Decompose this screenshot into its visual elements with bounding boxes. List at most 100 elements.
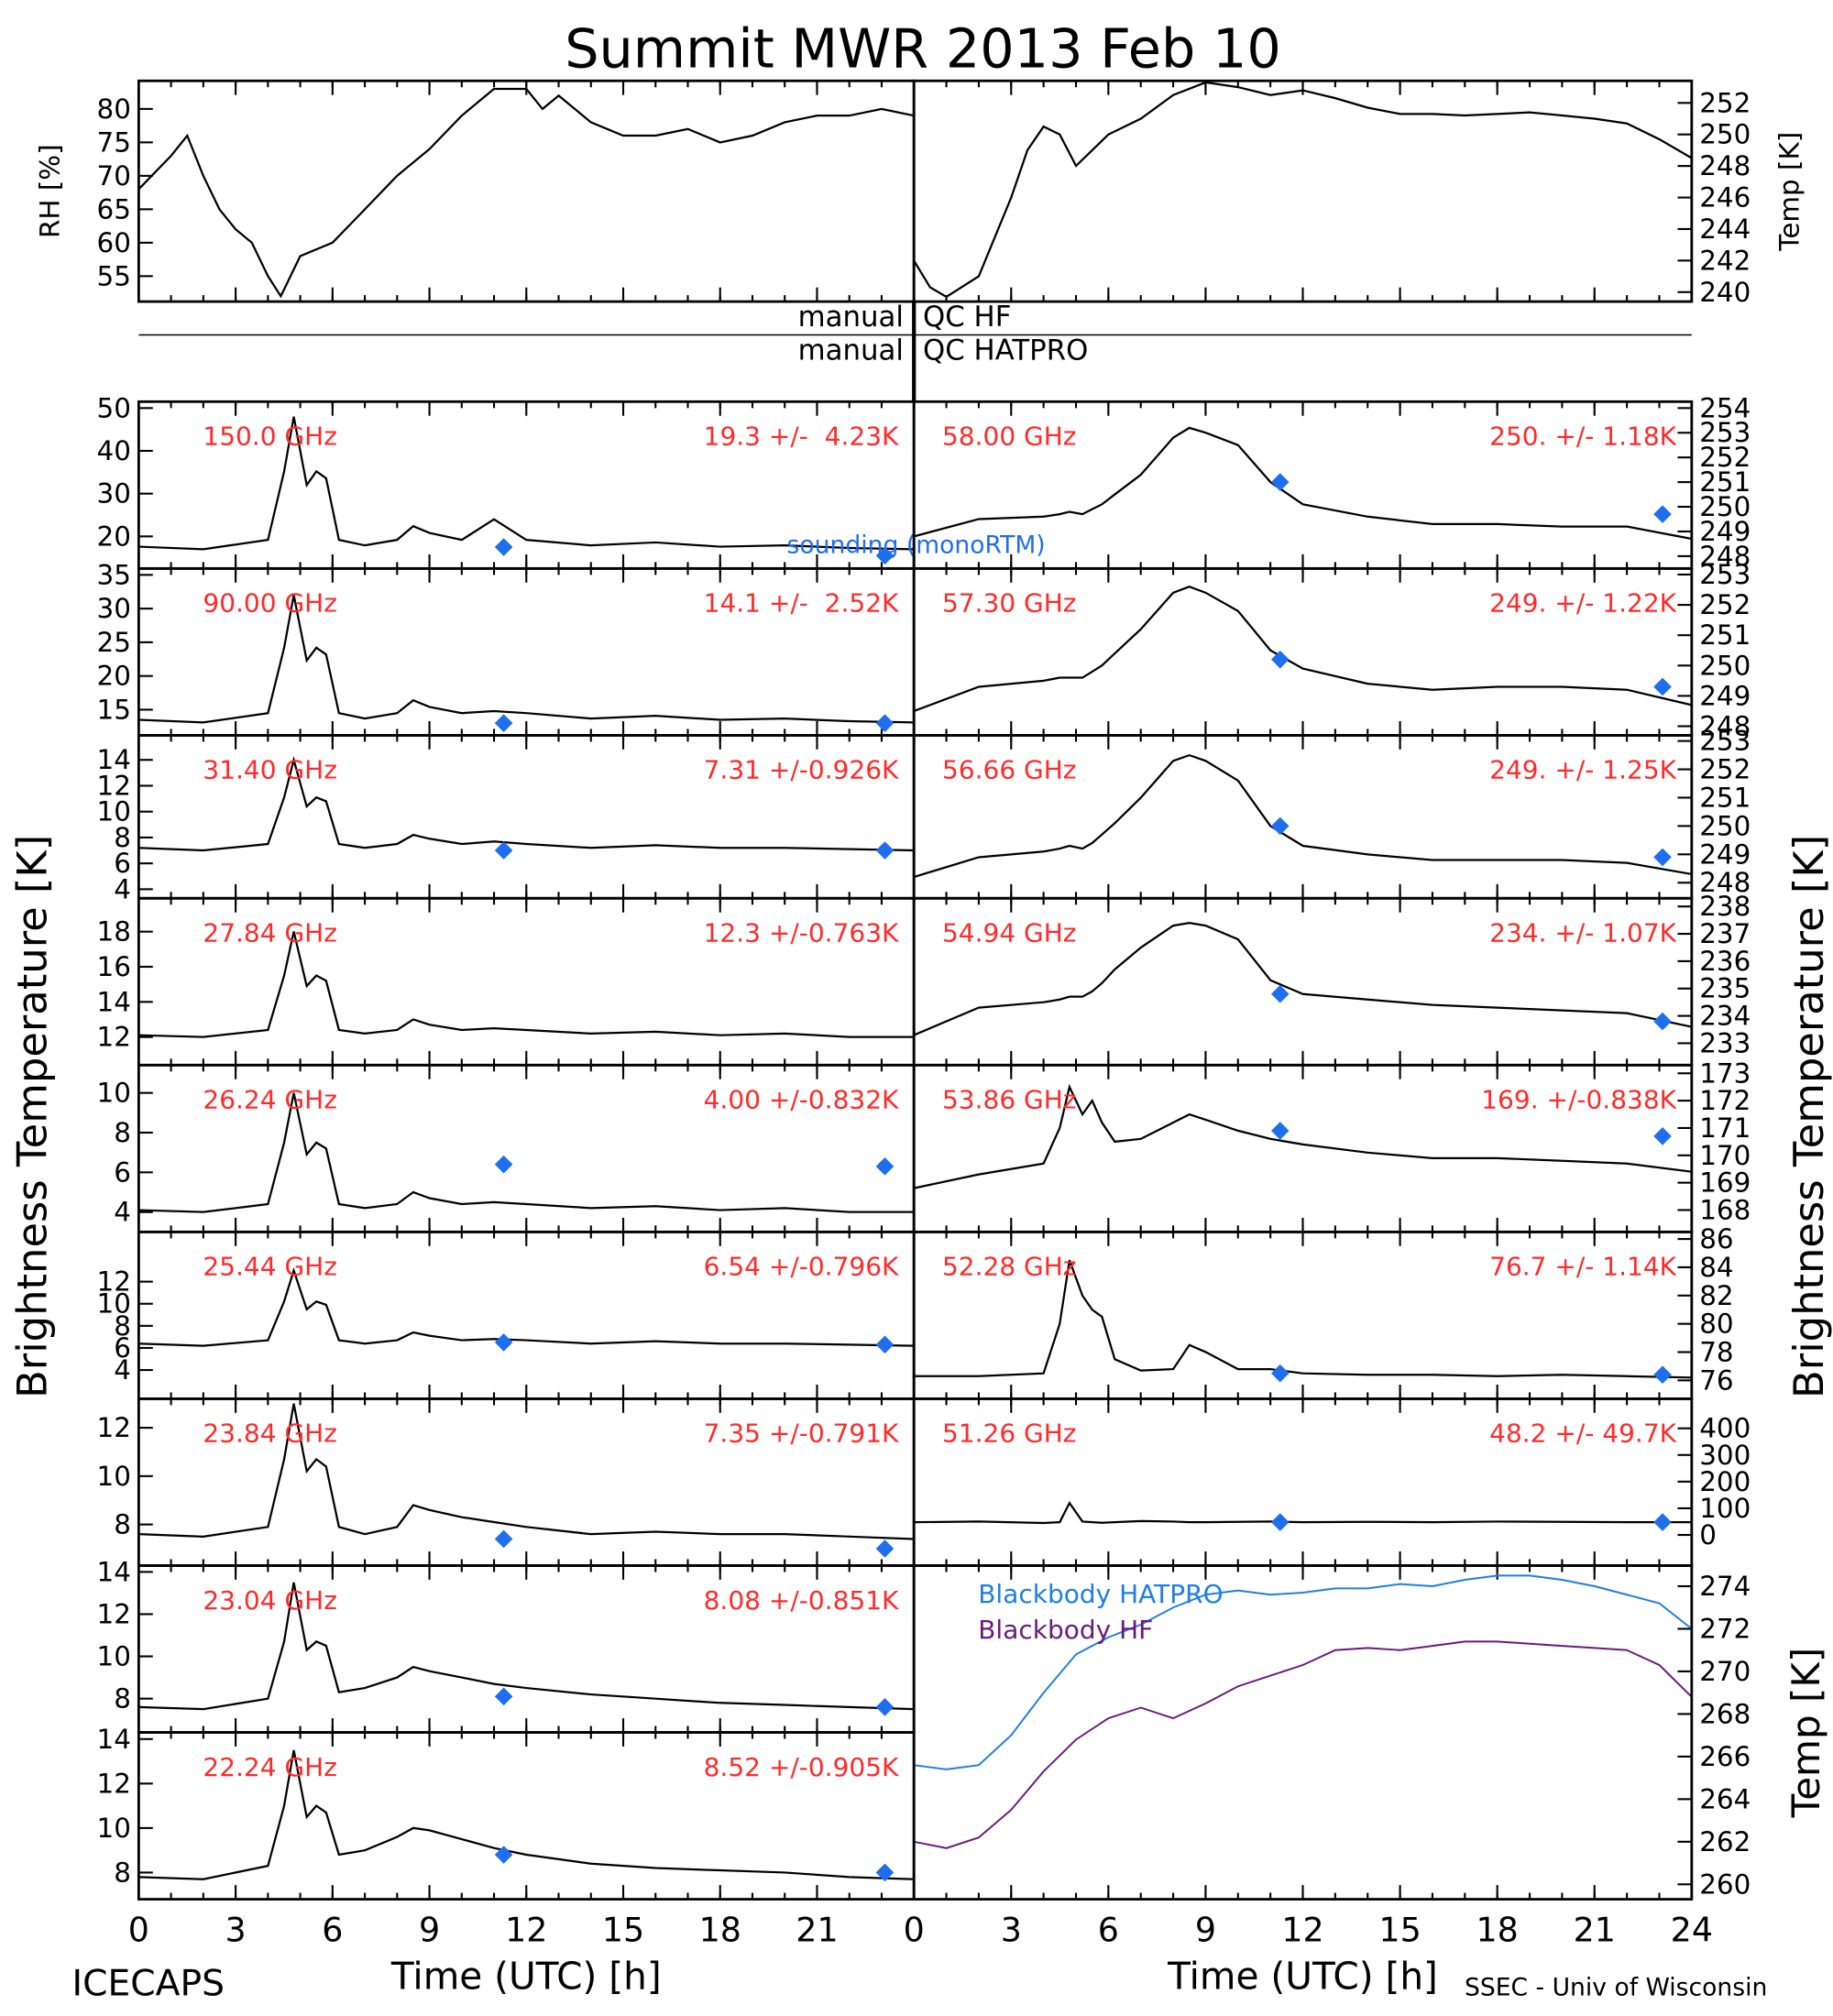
y-tick-label: 18 <box>97 916 131 948</box>
y-tick-label: 252 <box>1699 87 1751 118</box>
channel-stats: 48.2 +/- 49.7K <box>1489 1419 1676 1449</box>
y-tick-label: 78 <box>1699 1337 1733 1368</box>
y-tick-label: 268 <box>1699 1698 1751 1729</box>
x-tick-label: 18 <box>699 1911 741 1950</box>
channel-stats: 169. +/-0.838K <box>1481 1085 1676 1115</box>
data-line <box>914 1640 1693 1849</box>
y-tick-label: 171 <box>1699 1112 1751 1144</box>
x-axis-title: Time (UTC) [h] <box>1167 1955 1438 1999</box>
y-tick-label: 25 <box>97 627 131 658</box>
qc-label: QC HF <box>923 301 1011 334</box>
channel-label: 54.94 GHz <box>942 918 1077 948</box>
channel-stats: 249. +/- 1.22K <box>1489 588 1676 619</box>
legend-label: Blackbody HF <box>978 1615 1153 1645</box>
channel-label: 52.28 GHz <box>942 1252 1077 1282</box>
y-tick-label: 8 <box>114 822 131 853</box>
y-tick-label: 246 <box>1699 182 1751 214</box>
sounding-point <box>1653 1127 1672 1145</box>
data-line <box>914 1259 1692 1379</box>
y-tick-label: 10 <box>97 1078 131 1109</box>
channel-stats: 4.00 +/-0.832K <box>704 1085 899 1115</box>
y-tick-label: 16 <box>97 951 131 982</box>
y-tick-label: 100 <box>1699 1493 1751 1524</box>
y-tick-label: 14 <box>97 744 131 775</box>
y-tick-label: 235 <box>1699 973 1751 1004</box>
y-tick-label: 8 <box>114 1117 131 1148</box>
footer-text: ICECAPS <box>72 1963 225 2004</box>
y-tick-label: 252 <box>1699 442 1751 473</box>
y-tick-label: 8 <box>114 1857 131 1888</box>
y-tick-label: 237 <box>1699 918 1751 949</box>
data-line <box>913 1083 1692 1189</box>
sounding-point <box>875 1157 895 1176</box>
y-tick-label: 248 <box>1699 150 1751 181</box>
y-tick-label: 35 <box>97 559 131 590</box>
x-tick-label: 15 <box>602 1911 644 1950</box>
sounding-point <box>494 1155 513 1174</box>
y-tick-label: 250 <box>1699 650 1751 681</box>
y-tick-label: 200 <box>1699 1466 1751 1497</box>
channel-stats: 14.1 +/- 2.52K <box>704 588 899 619</box>
qc-label: QC HATPRO <box>923 334 1088 367</box>
y-tick-label: 169 <box>1699 1167 1751 1199</box>
y-axis-title: Temp [K] <box>1773 132 1805 252</box>
y-tick-label: 10 <box>97 796 131 827</box>
x-tick-label: 15 <box>1378 1911 1421 1950</box>
y-tick-label: 260 <box>1699 1868 1751 1900</box>
y-tick-label: 80 <box>97 93 131 125</box>
y-tick-label: 6 <box>114 1332 131 1364</box>
x-tick-label: 6 <box>1098 1911 1119 1950</box>
channel-label: 53.86 GHz <box>942 1085 1077 1115</box>
y-tick-label: 253 <box>1699 417 1751 448</box>
data-line <box>138 1582 915 1711</box>
channel-stats: 8.08 +/-0.851K <box>704 1585 899 1616</box>
channel-label: 90.00 GHz <box>203 588 337 619</box>
y-tick-label: 55 <box>97 260 131 291</box>
y-tick-label: 251 <box>1699 619 1751 651</box>
sounding-point <box>875 1698 895 1716</box>
y-tick-label: 12 <box>97 1266 131 1298</box>
channel-label: 150.0 GHz <box>203 422 337 452</box>
y-tick-label: 6 <box>114 1156 131 1188</box>
y-tick-label: 251 <box>1699 782 1751 813</box>
sounding-point <box>1653 1365 1672 1384</box>
y-tick-label: 15 <box>97 694 131 725</box>
channel-label: 26.24 GHz <box>203 1085 337 1115</box>
y-tick-label: 238 <box>1699 891 1751 922</box>
y-tick-label: 253 <box>1699 559 1751 590</box>
y-tick-label: 86 <box>1699 1223 1733 1255</box>
channel-stats: 234. +/- 1.07K <box>1489 918 1676 948</box>
data-line <box>138 416 915 551</box>
y-tick-label: 262 <box>1699 1826 1751 1857</box>
y-tick-label: 12 <box>97 1412 131 1443</box>
y-tick-label: 82 <box>1699 1280 1733 1311</box>
y-tick-label: 10 <box>97 1288 131 1320</box>
y-tick-label: 6 <box>114 848 131 879</box>
y-tick-label: 20 <box>97 520 131 552</box>
y-tick-label: 8 <box>114 1683 131 1715</box>
y-tick-label: 254 <box>1699 392 1751 423</box>
data-line <box>138 595 915 724</box>
x-tick-label: 9 <box>419 1911 440 1950</box>
y-tick-label: 251 <box>1699 466 1751 498</box>
sounding-point <box>494 1846 513 1864</box>
y-tick-label: 50 <box>97 392 131 423</box>
sounding-point <box>1270 650 1290 669</box>
y-tick-label: 250 <box>1699 119 1751 150</box>
y-tick-label: 248 <box>1699 710 1751 741</box>
y-tick-label: 4 <box>114 873 131 904</box>
sounding-point <box>1270 1364 1290 1383</box>
y-tick-label: 10 <box>97 1461 131 1492</box>
y-tick-label: 10 <box>97 1641 131 1672</box>
sounding-point <box>1270 1122 1290 1140</box>
y-tick-label: 172 <box>1699 1085 1751 1116</box>
y-tick-label: 80 <box>1699 1309 1733 1340</box>
y-tick-label: 249 <box>1699 838 1751 870</box>
y-tick-label: 253 <box>1699 726 1751 757</box>
sounding-point <box>494 1333 513 1352</box>
sounding-point <box>1653 1012 1672 1031</box>
channel-label: 23.04 GHz <box>203 1585 337 1616</box>
channel-stats: 7.31 +/-0.926K <box>704 755 899 785</box>
y-axis-title: Brightness Temperature [K] <box>8 835 57 1398</box>
y-tick-label: 233 <box>1699 1027 1751 1058</box>
